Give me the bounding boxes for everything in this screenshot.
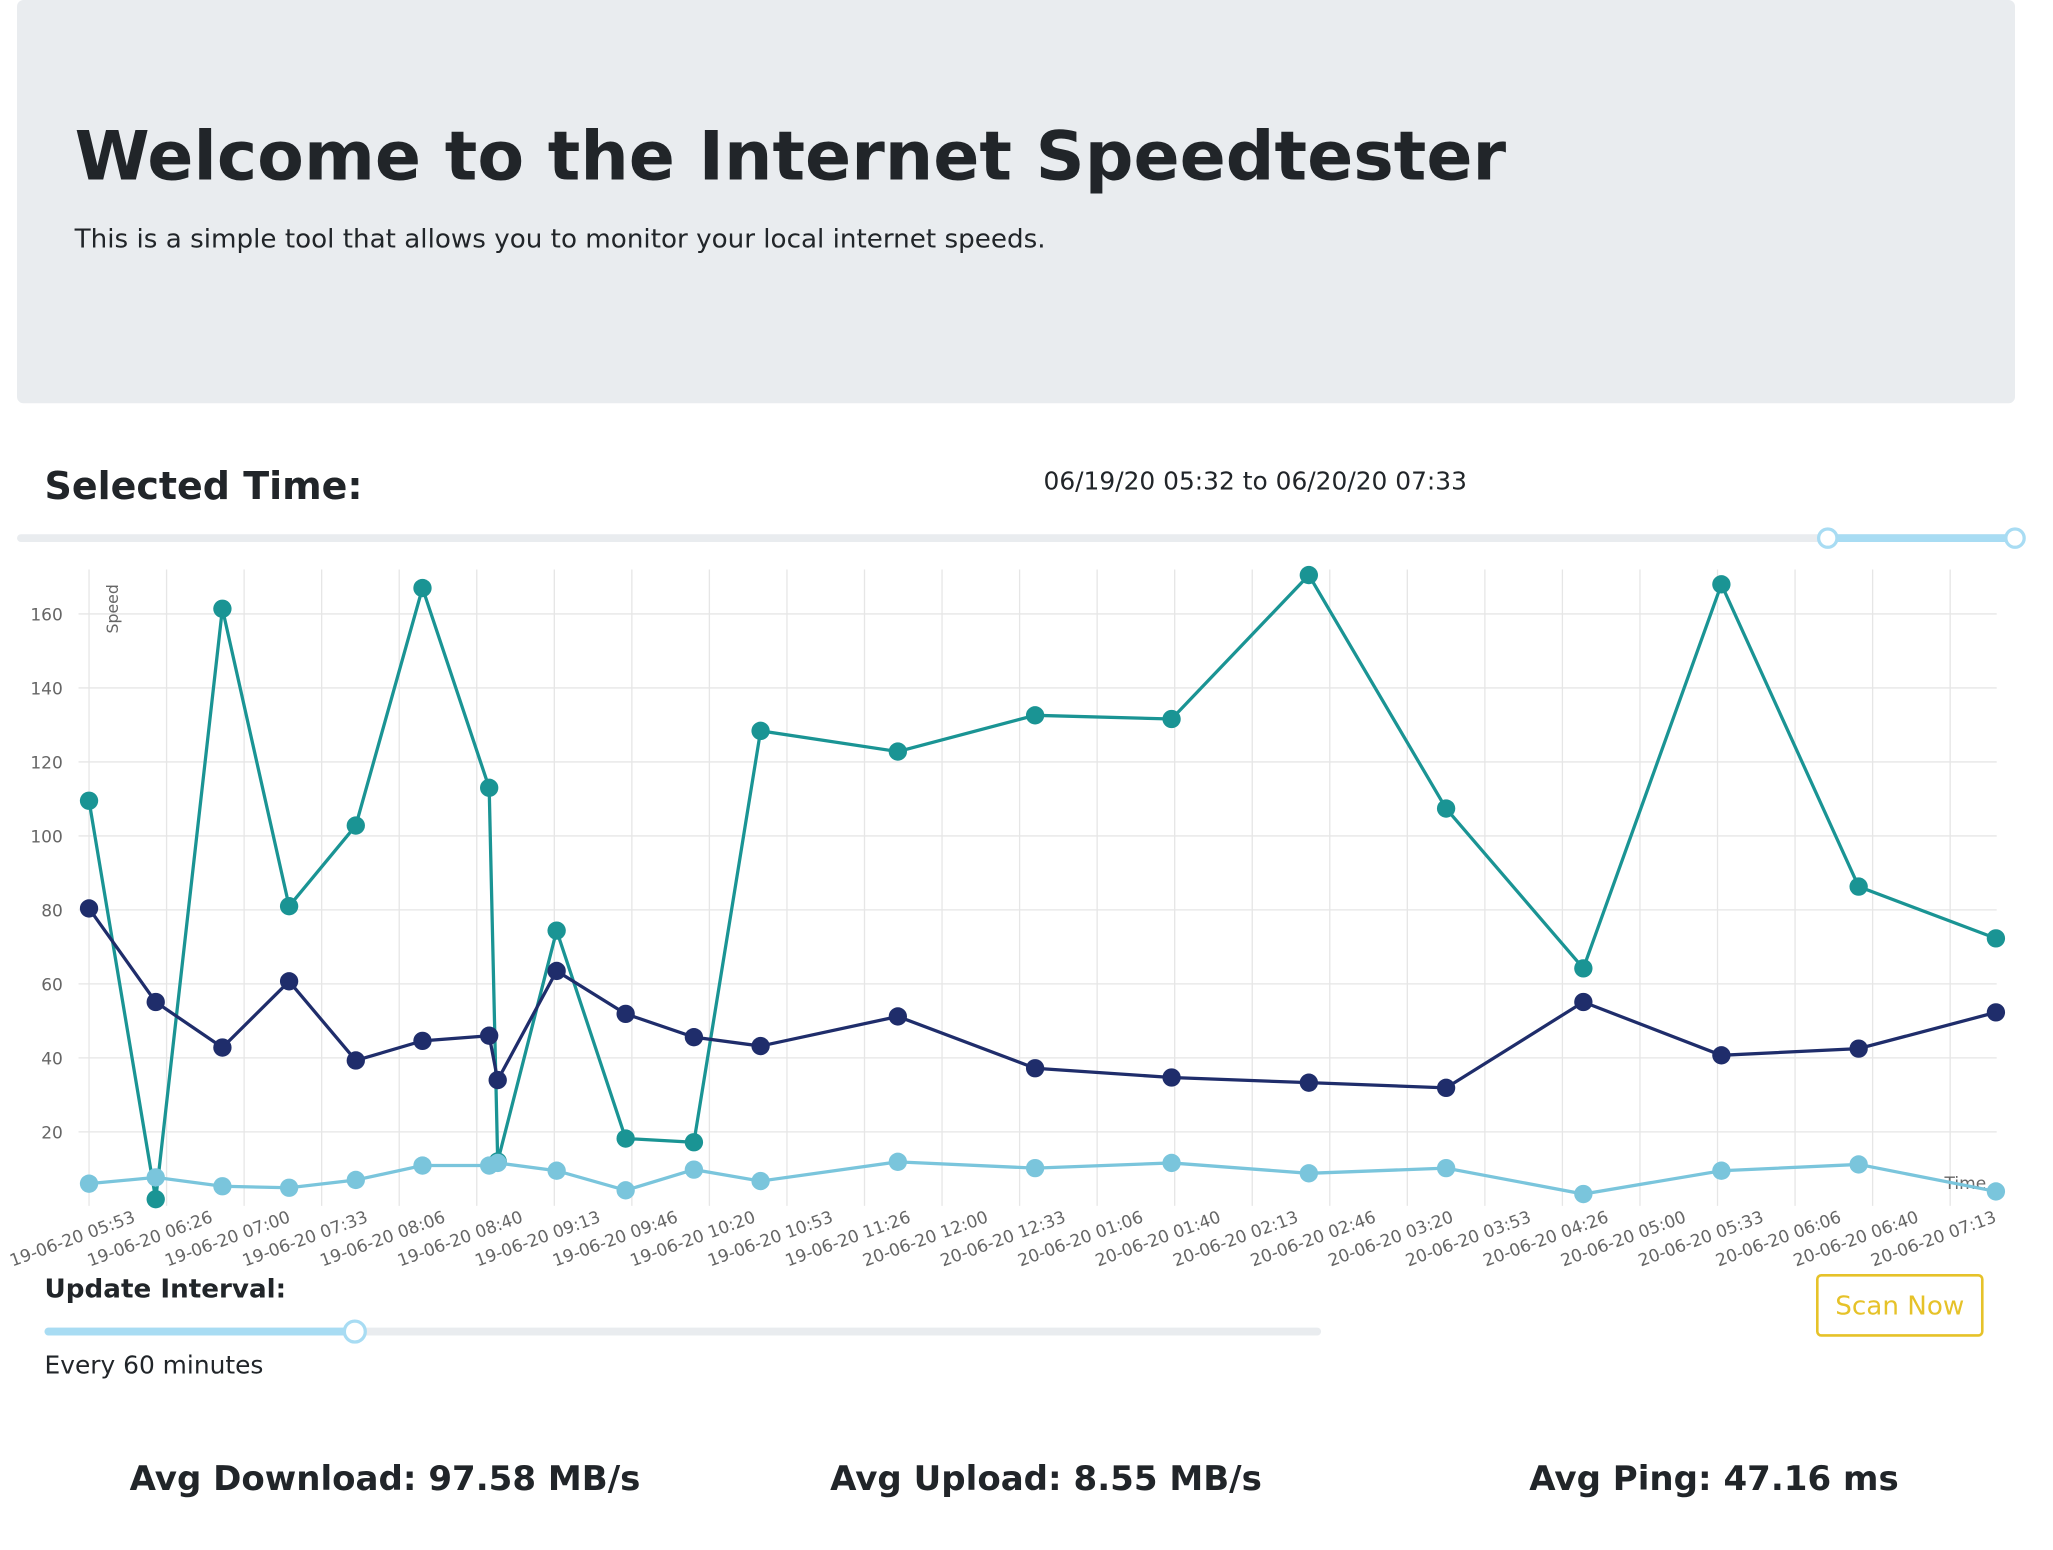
y-tick-label: 60 — [41, 975, 63, 995]
data-point — [1574, 992, 1593, 1012]
update-interval-value: Every 60 minutes — [44, 1351, 264, 1381]
data-point — [279, 972, 299, 991]
data-point — [751, 1036, 770, 1056]
selected-time-range: 06/19/20 05:32 to 06/20/20 07:33 — [1043, 467, 1467, 497]
data-point — [1162, 709, 1181, 729]
data-point — [616, 1004, 635, 1024]
data-point — [1299, 1073, 1319, 1092]
time-slider-handle[interactable] — [2004, 527, 2026, 549]
data-point — [488, 1153, 507, 1173]
data-point — [146, 992, 165, 1012]
data-point — [1712, 1046, 1731, 1065]
data-point — [547, 921, 566, 940]
data-point — [1986, 1182, 2006, 1201]
interval-slider-handle[interactable] — [342, 1319, 367, 1344]
data-point — [1849, 877, 1868, 896]
data-point — [1712, 1161, 1731, 1180]
data-point — [480, 1026, 499, 1045]
data-point — [79, 791, 99, 810]
data-point — [1299, 565, 1319, 585]
data-point — [1574, 959, 1593, 978]
series-line — [87, 907, 1997, 1090]
data-point — [616, 1129, 635, 1148]
update-interval-label: Update Interval: — [44, 1272, 287, 1305]
data-point — [413, 1156, 432, 1175]
y-tick-label: 160 — [30, 605, 62, 625]
data-point — [547, 1161, 566, 1180]
page-title: Welcome to the Internet Speedtester — [74, 117, 1507, 197]
data-point — [1436, 1158, 1456, 1178]
data-point — [213, 1177, 232, 1196]
y-tick-label: 140 — [30, 679, 62, 699]
data-point — [279, 1178, 299, 1197]
data-point — [1436, 1078, 1456, 1098]
data-point — [1025, 1158, 1045, 1178]
data-point — [888, 1007, 908, 1026]
data-point — [488, 1070, 507, 1090]
data-point — [1574, 1184, 1593, 1204]
data-point — [684, 1160, 704, 1179]
time-slider-track[interactable] — [17, 534, 2016, 543]
data-point — [1299, 1164, 1319, 1183]
data-point — [1986, 929, 2006, 948]
selected-time-label: Selected Time: — [44, 463, 363, 509]
y-tick-label: 120 — [30, 753, 62, 773]
data-point — [547, 961, 566, 981]
header-panel — [17, 0, 2016, 404]
data-point — [684, 1133, 704, 1152]
data-point — [346, 1170, 365, 1190]
avg-download: Avg Download: 97.58 MB/s — [129, 1459, 641, 1500]
data-point — [1986, 1003, 2006, 1022]
data-point — [146, 1168, 165, 1187]
y-tick-label: 80 — [41, 901, 63, 921]
y-tick-label: 20 — [41, 1123, 63, 1143]
scan-button[interactable]: Scan Now — [1815, 1273, 1984, 1337]
time-slider-handle[interactable] — [1816, 527, 1839, 549]
avg-upload: Avg Upload: 8.55 MB/s — [830, 1459, 1262, 1500]
data-point — [888, 742, 908, 761]
data-point — [616, 1181, 635, 1200]
data-point — [346, 1051, 365, 1070]
data-point — [346, 816, 365, 835]
data-point — [1162, 1153, 1181, 1173]
data-point — [1162, 1068, 1181, 1087]
interval-slider-fill — [44, 1327, 355, 1336]
avg-ping: Avg Ping: 47.16 ms — [1529, 1459, 1899, 1500]
data-point — [480, 778, 499, 797]
data-point — [684, 1028, 704, 1047]
data-point — [1025, 706, 1045, 725]
data-point — [1436, 799, 1456, 818]
data-point — [1849, 1155, 1868, 1174]
y-tick-label: 100 — [30, 827, 62, 847]
data-point — [79, 1174, 99, 1193]
data-point — [279, 897, 299, 916]
data-point — [1849, 1039, 1868, 1058]
time-slider-fill — [1827, 534, 2016, 543]
data-point — [1712, 575, 1731, 594]
data-point — [213, 599, 232, 618]
data-point — [1025, 1059, 1045, 1078]
series-line — [87, 572, 1997, 1200]
y-tick-label: 40 — [41, 1049, 63, 1069]
y-axis-label: Speed — [103, 584, 122, 633]
data-point — [888, 1152, 908, 1172]
subtitle: This is a simple tool that allows you to… — [74, 222, 1046, 255]
data-point — [146, 1190, 165, 1209]
data-point — [413, 1031, 432, 1051]
data-point — [751, 721, 770, 741]
data-point — [213, 1038, 232, 1057]
data-point — [413, 578, 432, 598]
data-point — [79, 899, 99, 918]
data-point — [751, 1171, 770, 1191]
